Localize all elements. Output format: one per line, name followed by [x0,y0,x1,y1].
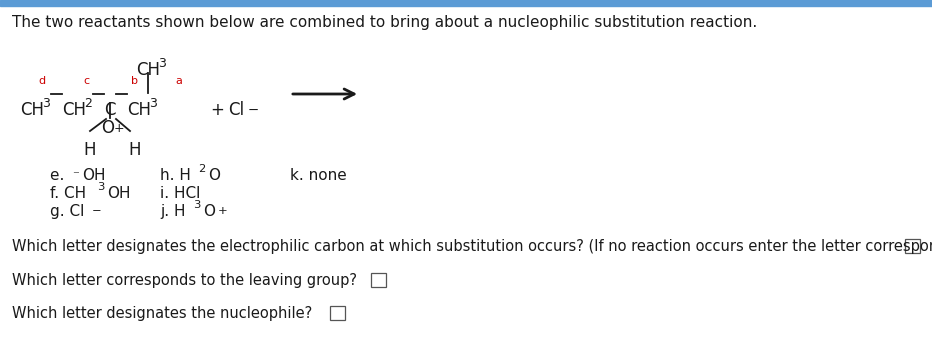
Bar [905,239,920,253]
Text: H: H [83,141,95,159]
Text: OH: OH [82,168,105,183]
Text: ⁻: ⁻ [72,169,79,182]
Text: O: O [101,119,114,137]
Text: b: b [131,76,138,86]
Text: 3: 3 [149,97,157,110]
Text: c: c [83,76,89,86]
Text: O: O [203,204,215,219]
Text: h. H: h. H [160,168,191,183]
Text: 3: 3 [42,97,50,110]
Text: 2: 2 [198,164,205,174]
Text: e.: e. [50,168,69,183]
Text: −: − [248,104,259,117]
Text: f. CH: f. CH [50,186,86,201]
Text: CH: CH [127,101,151,119]
Text: CH: CH [20,101,44,119]
Bar [371,273,386,287]
Text: +: + [210,101,224,119]
Text: k. none: k. none [290,168,347,183]
Bar [0,0,932,6]
Text: +: + [114,122,125,135]
Bar [330,306,345,320]
Text: CH: CH [136,61,160,79]
Text: 3: 3 [158,57,166,70]
Text: 2: 2 [84,97,92,110]
Text: C: C [104,101,116,119]
Text: Which letter corresponds to the leaving group?: Which letter corresponds to the leaving … [12,273,357,288]
Text: O: O [208,168,220,183]
Text: j. H: j. H [160,204,185,219]
Text: d: d [38,76,45,86]
Text: Which letter designates the nucleophile?: Which letter designates the nucleophile? [12,306,312,321]
Text: a: a [175,76,182,86]
Text: g. Cl: g. Cl [50,204,85,219]
Text: OH: OH [107,186,130,201]
Text: The two reactants shown below are combined to bring about a nucleophilic substit: The two reactants shown below are combin… [12,15,757,30]
Text: H: H [128,141,141,159]
Text: 3: 3 [97,182,104,192]
Text: Cl: Cl [228,101,244,119]
Text: 3: 3 [193,200,200,210]
Text: i. HCl: i. HCl [160,186,200,201]
Text: −: − [92,206,102,216]
Text: CH: CH [62,101,86,119]
Text: +: + [218,206,227,216]
Text: Which letter designates the electrophilic carbon at which substitution occurs? (: Which letter designates the electrophili… [12,239,932,254]
